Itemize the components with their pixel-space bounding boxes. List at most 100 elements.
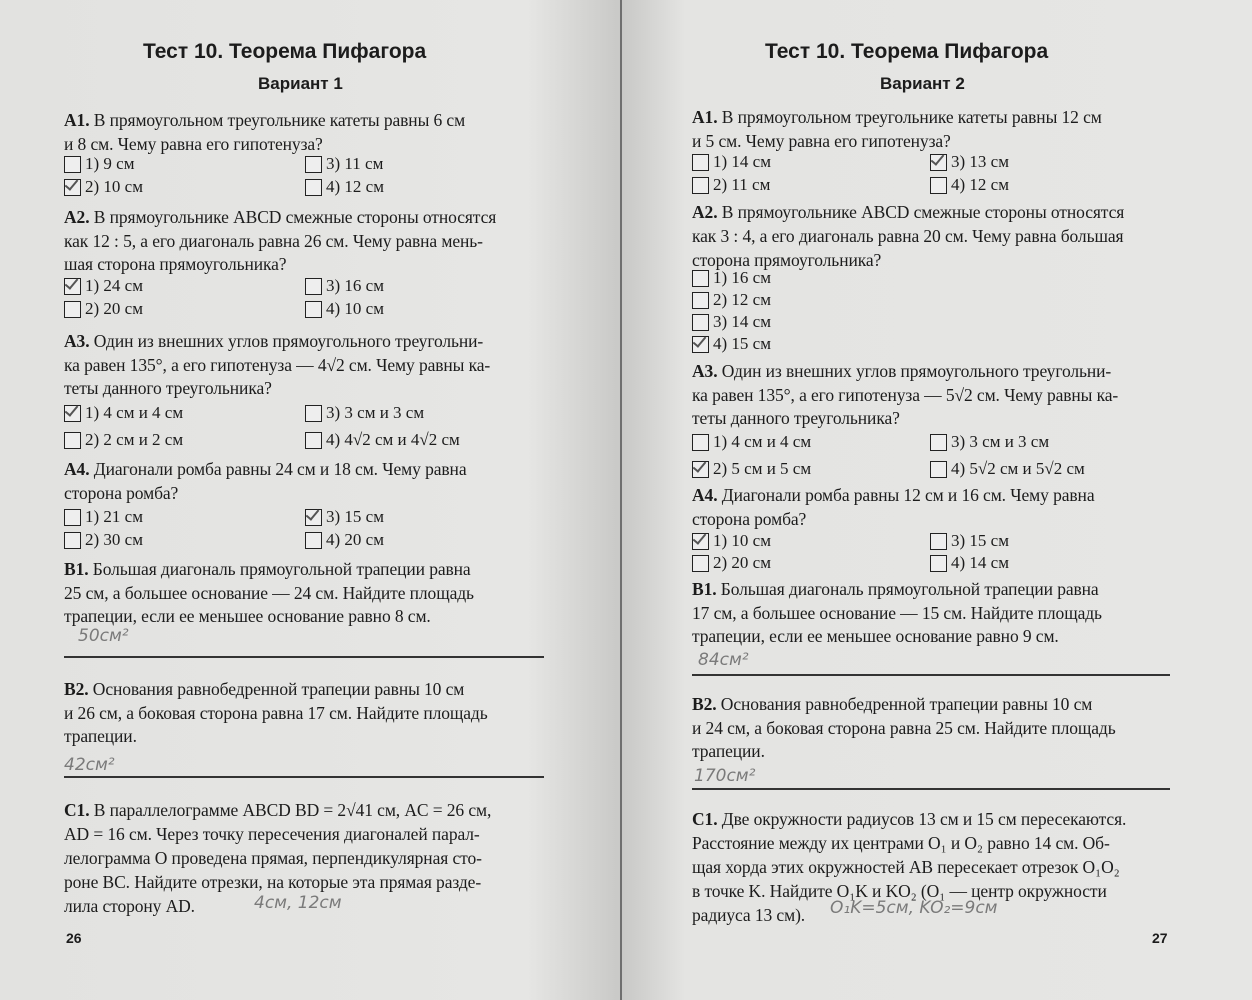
answer-line [692,674,1170,676]
question-text-line: 17 см, а большее основание — 15 см. Найд… [692,603,1102,624]
handwritten-answer[interactable]: 84см² [698,650,749,670]
answer-option[interactable]: 4) 5√2 см и 5√2 см [930,459,1085,479]
question-text-line: B2. Основания равнобедренной трапеции ра… [692,694,1092,715]
answer-option[interactable]: 1) 4 см и 4 см [692,432,811,452]
answer-option[interactable]: 2) 20 см [64,299,143,319]
option-label: 2) 10 см [85,177,143,196]
answer-option[interactable]: 3) 15 см [930,531,1009,551]
answer-option[interactable]: 4) 12 см [930,175,1009,195]
checkbox[interactable] [64,155,81,173]
checkbox[interactable] [305,404,322,422]
option-label: 2) 20 см [85,299,143,318]
checkbox[interactable] [930,532,947,550]
question-text-line: A1. В прямоугольном треугольнике катеты … [692,107,1102,128]
checked-checkbox[interactable] [64,404,81,422]
handwritten-answer[interactable]: 42см² [64,755,115,775]
answer-option[interactable]: 3) 3 см и 3 см [305,403,424,423]
question-text: Основания равнобедренной трапеции равны … [720,694,1093,714]
checkbox[interactable] [930,554,947,572]
answer-option[interactable]: 1) 21 см [64,507,143,527]
handwritten-answer[interactable]: 50см² [78,626,129,646]
answer-option[interactable]: 3) 16 см [305,276,384,296]
checkbox[interactable] [305,300,322,318]
answer-option[interactable]: 4) 10 см [305,299,384,319]
handwritten-answer[interactable]: 4см, 12см [254,893,342,913]
question-label: B2. [64,679,89,699]
answer-option[interactable]: 1) 14 см [692,152,771,172]
option-label: 4) 15 см [713,334,771,353]
option-label: 1) 10 см [713,531,771,550]
checked-checkbox[interactable] [64,178,81,196]
checked-checkbox[interactable] [305,508,322,526]
answer-option[interactable]: 1) 4 см и 4 см [64,403,183,423]
option-label: 4) 5√2 см и 5√2 см [951,459,1085,478]
checked-checkbox[interactable] [692,460,709,478]
checkbox[interactable] [692,269,709,287]
answer-option[interactable]: 1) 24 см [64,276,143,296]
question-text-line: сторона ромба? [64,483,178,504]
checked-checkbox[interactable] [692,532,709,550]
answer-option[interactable]: 2) 12 см [692,290,771,310]
question-text-line: B1. Большая диагональ прямоугольной трап… [692,579,1099,600]
question-text-line: C1. В параллелограмме ABCD BD = 2√41 см,… [64,800,491,821]
question-label: B2. [692,694,717,714]
checkbox[interactable] [64,300,81,318]
checkbox[interactable] [305,531,322,549]
answer-option[interactable]: 4) 4√2 см и 4√2 см [305,430,460,450]
question-text-line: AD = 16 см. Через точку пересечения диаг… [64,824,480,845]
answer-option[interactable]: 4) 12 см [305,177,384,197]
checked-checkbox[interactable] [930,153,947,171]
answer-option[interactable]: 2) 2 см и 2 см [64,430,183,450]
answer-option[interactable]: 4) 20 см [305,530,384,550]
answer-option[interactable]: 3) 15 см [305,507,384,527]
checkbox[interactable] [64,508,81,526]
answer-option[interactable]: 1) 9 см [64,154,134,174]
answer-option[interactable]: 3) 11 см [305,154,383,174]
checkbox[interactable] [692,554,709,572]
answer-option[interactable]: 2) 5 см и 5 см [692,459,811,479]
question-text-line: A2. В прямоугольнике ABCD смежные сторон… [64,207,496,228]
option-label: 4) 4√2 см и 4√2 см [326,430,460,449]
answer-option[interactable]: 1) 10 см [692,531,771,551]
answer-option[interactable]: 2) 20 см [692,553,771,573]
question-text-line: трапеции. [64,726,137,747]
checkbox[interactable] [692,313,709,331]
checkbox[interactable] [692,433,709,451]
checkbox[interactable] [305,178,322,196]
question-label: A1. [692,107,718,127]
answer-option[interactable]: 2) 10 см [64,177,143,197]
answer-option[interactable]: 2) 11 см [692,175,770,195]
answer-option[interactable]: 4) 15 см [692,334,771,354]
question-text: шая сторона прямоугольника? [64,254,287,274]
checkbox[interactable] [305,155,322,173]
checked-checkbox[interactable] [692,335,709,353]
question-text-line: роне BC. Найдите отрезки, на которые эта… [64,872,481,893]
question-text: 17 см, а большее основание — 15 см. Найд… [692,602,1102,623]
checkbox[interactable] [64,431,81,449]
question-text: В прямоугольном треугольнике катеты равн… [721,107,1102,127]
checked-checkbox[interactable] [64,277,81,295]
question-text-line: B1. Большая диагональ прямоугольной трап… [64,559,471,580]
checkbox[interactable] [692,153,709,171]
checkbox[interactable] [692,291,709,309]
question-text: Диагонали ромба равны 12 см и 16 см. Чем… [721,485,1095,505]
option-label: 1) 24 см [85,276,143,295]
checkbox[interactable] [305,431,322,449]
checkbox[interactable] [930,460,947,478]
handwritten-answer[interactable]: O₁K=5см, KO₂=9см [830,898,998,918]
handwritten-answer[interactable]: 170см² [694,766,756,786]
answer-option[interactable]: 3) 3 см и 3 см [930,432,1049,452]
checkbox[interactable] [930,433,947,451]
question-label: A3. [64,331,90,351]
answer-option[interactable]: 1) 16 см [692,268,771,288]
answer-option[interactable]: 3) 13 см [930,152,1009,172]
checkbox[interactable] [64,531,81,549]
checkbox[interactable] [692,176,709,194]
question-text: теты данного треугольника? [692,408,900,428]
checkbox[interactable] [930,176,947,194]
answer-option[interactable]: 4) 14 см [930,553,1009,573]
checkbox[interactable] [305,277,322,295]
answer-option[interactable]: 3) 14 см [692,312,771,332]
option-label: 3) 16 см [326,276,384,295]
answer-option[interactable]: 2) 30 см [64,530,143,550]
